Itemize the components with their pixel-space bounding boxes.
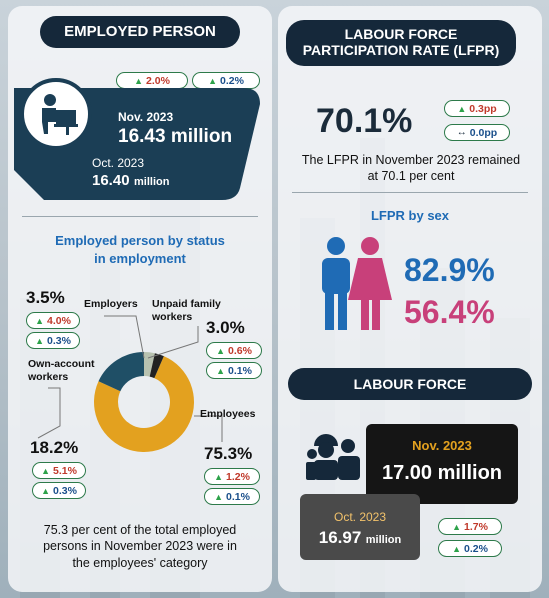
labour-force-title: LABOUR FORCE — [288, 368, 532, 400]
chip-value: 0.0pp — [469, 126, 498, 139]
donut-slice-unpaid — [149, 353, 164, 379]
lf-oct-row: 16.97 million — [300, 528, 420, 548]
lfpr-title-line1: LABOUR FORCE — [344, 26, 458, 42]
lfpr-chip-flat: ↔ 0.0pp — [444, 124, 510, 141]
oct-unit: million — [134, 176, 170, 188]
nov-label: Nov. 2023 — [118, 110, 174, 124]
left-right-arrow-icon: ↔ — [456, 127, 467, 138]
unpaid-chip2: ▲ 0.1% — [206, 362, 262, 379]
lfpr-note: The LFPR in November 2023 remained at 70… — [286, 152, 536, 185]
up-arrow-icon: ▲ — [452, 521, 461, 532]
lf-nov-value: 17.00 million — [381, 462, 503, 484]
lf-chip2: ▲ 0.2% — [438, 540, 502, 557]
up-arrow-icon: ▲ — [452, 543, 461, 554]
lf-oct-label: Oct. 2023 — [333, 510, 387, 524]
up-arrow-icon: ▲ — [214, 471, 223, 482]
up-arrow-icon: ▲ — [457, 103, 467, 114]
employees-chip2: ▲ 0.1% — [204, 488, 260, 505]
employed-chip-current: ▲ 2.0% — [116, 72, 188, 89]
employers-pct: 3.5% — [26, 288, 65, 307]
up-arrow-icon: ▲ — [41, 465, 50, 476]
lfpr-title-line2: PARTICIPATION RATE (LFPR) — [302, 42, 500, 59]
workers-group-icon — [306, 434, 360, 480]
lf-oct-unit: million — [365, 534, 402, 546]
lfpr-panel: LABOUR FORCE PARTICIPATION RATE (LFPR) 7… — [278, 6, 542, 592]
employed-title: EMPLOYED PERSON — [40, 16, 240, 48]
chip-value: 0.3pp — [469, 102, 497, 115]
own-account-label-line1: Own-account — [28, 358, 95, 370]
lfpr-chip-up: ▲ 0.3pp — [444, 100, 510, 117]
employees-pct: 75.3% — [204, 444, 253, 463]
employed-person-panel: EMPLOYED PERSON ▲ 2.0% ▲ 0.2% Nov. 2023 … — [8, 6, 272, 592]
nov-value: 16.43 million — [118, 126, 233, 147]
employees-chip1: ▲ 1.2% — [204, 468, 260, 485]
status-title: Employed person by status in employment — [28, 232, 252, 268]
oct-value: 16.40 — [92, 172, 130, 189]
unpaid-pct: 3.0% — [206, 318, 245, 337]
leader-lines — [37, 315, 223, 442]
lfpr-female: 56.4% — [404, 294, 495, 330]
unpaid-label-line2: workers — [152, 311, 193, 324]
up-arrow-icon: ▲ — [35, 315, 44, 326]
lfpr-title: LABOUR FORCE PARTICIPATION RATE (LFPR) — [286, 20, 516, 66]
lf-oct-value: 16.97 — [318, 528, 362, 547]
lfpr-note-line2: at 70.1 per cent — [367, 169, 455, 184]
employees-label: Employees — [200, 408, 256, 420]
chip-value: 4.0% — [46, 314, 71, 327]
lfpr-value: 70.1% — [316, 102, 413, 140]
oct-label: Oct. 2023 — [92, 156, 145, 170]
status-note-line3: the employees' category — [72, 555, 208, 570]
status-note-line1: 75.3 per cent of the total employed — [43, 523, 237, 537]
employers-chip2: ▲ 0.3% — [26, 332, 80, 349]
unpaid-label: Unpaid family workers — [152, 298, 221, 324]
unpaid-chip1: ▲ 0.6% — [206, 342, 262, 359]
male-female-icon — [322, 237, 392, 330]
up-arrow-icon: ▲ — [216, 345, 225, 356]
chip-value: 0.1% — [227, 364, 252, 377]
status-title-line1: Employed person by status — [55, 233, 225, 248]
donut-slice-employers — [144, 352, 155, 377]
up-arrow-icon: ▲ — [216, 365, 225, 376]
chip-value: 0.3% — [52, 484, 77, 497]
office-worker-icon — [20, 78, 92, 150]
chip-value: 0.6% — [227, 344, 252, 357]
own-account-chip2: ▲ 0.3% — [32, 482, 86, 499]
up-arrow-icon: ▲ — [41, 485, 50, 496]
nov-box — [366, 424, 518, 504]
oct-box — [300, 494, 420, 560]
employers-label: Employers — [84, 298, 138, 310]
lfpr-male: 82.9% — [404, 252, 495, 288]
own-account-pct: 18.2% — [30, 438, 79, 457]
up-arrow-icon: ▲ — [134, 75, 143, 86]
chip-value: 2.0% — [145, 74, 170, 87]
status-title-line2: in employment — [94, 251, 186, 267]
lf-nov-label: Nov. 2023 — [412, 438, 472, 453]
chip-value: 1.2% — [225, 470, 250, 483]
chip-value: 5.1% — [52, 464, 77, 477]
donut-slice-employees — [93, 356, 194, 452]
oct-value-row: 16.40 million — [92, 172, 169, 190]
up-arrow-icon: ▲ — [214, 491, 223, 502]
status-note: 75.3 per cent of the total employed pers… — [18, 522, 262, 571]
up-arrow-icon: ▲ — [208, 75, 217, 86]
chip-value: 1.7% — [463, 520, 488, 533]
up-arrow-icon: ▲ — [35, 335, 44, 346]
lf-chip1: ▲ 1.7% — [438, 518, 502, 535]
own-account-chip1: ▲ 5.1% — [32, 462, 86, 479]
lfpr-by-sex-title: LFPR by sex — [370, 208, 450, 223]
divider — [22, 216, 258, 217]
employers-chip1: ▲ 4.0% — [26, 312, 80, 329]
status-note-line2: persons in November 2023 were in — [43, 539, 237, 554]
unpaid-label-line1: Unpaid family — [152, 298, 221, 310]
divider — [292, 192, 528, 193]
donut-slice-own-account — [98, 352, 144, 392]
lfpr-note-line1: The LFPR in November 2023 remained — [301, 153, 521, 167]
own-account-label: Own-account workers — [28, 358, 95, 384]
status-donut-chart — [93, 352, 194, 452]
chip-value: 0.1% — [225, 490, 250, 503]
own-account-label-line2: workers — [28, 371, 69, 384]
chip-value: 0.3% — [46, 334, 71, 347]
chip-value: 0.2% — [219, 74, 244, 87]
chip-value: 0.2% — [463, 542, 488, 555]
